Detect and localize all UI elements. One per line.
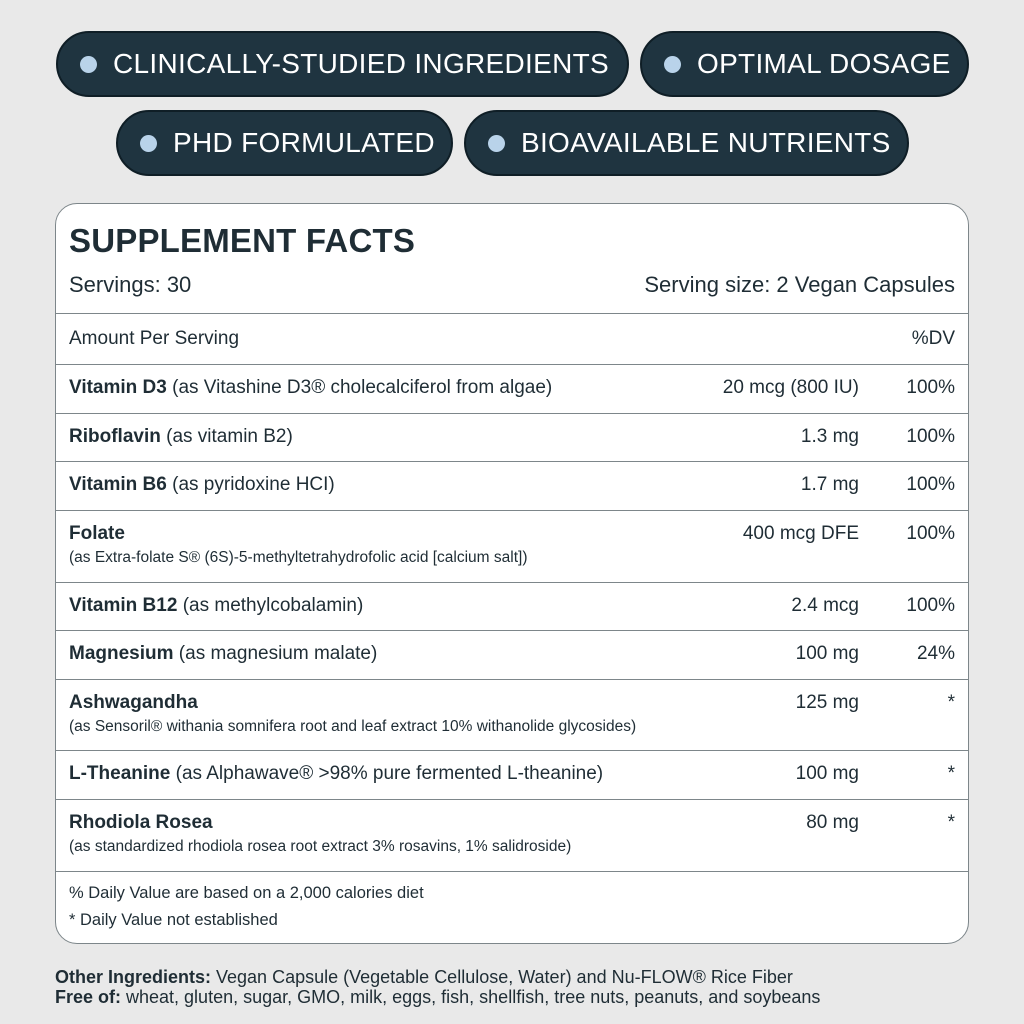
nutrient-name: Ashwagandha bbox=[69, 692, 198, 714]
nutrient-dv: 100% bbox=[906, 377, 955, 398]
dot-icon bbox=[664, 55, 681, 73]
nutrient-name: Vitamin B6 (as pyridoxine HCI) bbox=[69, 474, 335, 496]
servings: Servings: 30 bbox=[69, 272, 192, 297]
nutrient-label: Vitamin B12 bbox=[69, 594, 178, 616]
free-of-label: Free of: bbox=[55, 987, 122, 1007]
nutrient-dv: * bbox=[947, 812, 955, 834]
other-ingredients-label: Other Ingredients: bbox=[55, 967, 212, 987]
nutrient-label: L-Theanine bbox=[69, 763, 171, 785]
table-row: Vitamin B12 (as methylcobalamin) 2.4 mcg 1… bbox=[56, 583, 968, 632]
servings-line: Servings: 30 Serving size: 2 Vegan Capsu… bbox=[69, 272, 955, 298]
nutrient-dv: * bbox=[947, 691, 955, 713]
table-row: Vitamin D3 (as Vitashine D3® cholecalcif… bbox=[56, 365, 968, 414]
nutrient-amount: 80 mg bbox=[806, 812, 859, 834]
nutrient-source: (as vitamin B2) bbox=[160, 425, 293, 447]
facts-table: Amount Per Serving %DV Vitamin D3 (as Vi… bbox=[56, 313, 968, 872]
nutrient-amount: 1.7 mg bbox=[800, 474, 859, 496]
table-header: Amount Per Serving %DV bbox=[56, 314, 968, 365]
nutrient-source: (as magnesium malate) bbox=[173, 643, 378, 665]
nutrient-dv: 100% bbox=[906, 523, 955, 545]
nutrient-label: Folate bbox=[69, 523, 125, 545]
nutrient-source: (as pyridoxine HCI) bbox=[166, 474, 335, 496]
dot-icon bbox=[140, 134, 157, 152]
nutrient-name: L-Theanine (as Alphawave® >98% pure ferm… bbox=[69, 763, 603, 785]
nutrient-amount: 100 mg bbox=[795, 763, 859, 785]
nutrient-dv: 24% bbox=[916, 643, 955, 665]
supplement-facts-panel: SUPPLEMENT FACTS Servings: 30 Serving si… bbox=[55, 203, 969, 944]
nutrient-amount: 20 mcg (800 IU) bbox=[722, 377, 859, 398]
badge-label: BIOAVAILABLE NUTRIENTS bbox=[521, 127, 891, 158]
table-row: Rhodiola Rosea (as standardized rhodiola … bbox=[56, 800, 968, 872]
nutrient-source: (as Sensoril® withania somnifera root an… bbox=[69, 717, 637, 735]
nutrient-source: (as Vitashine D3® cholecalciferol from a… bbox=[166, 377, 553, 398]
nutrient-dv: * bbox=[947, 763, 955, 785]
other-ingredients-text: Vegan Capsule (Vegetable Cellulose, Wate… bbox=[211, 967, 793, 987]
nutrient-name: Riboflavin (as vitamin B2) bbox=[69, 426, 293, 448]
panel-title: SUPPLEMENT FACTS bbox=[69, 222, 416, 259]
table-row: Ashwagandha (as Sensoril® withania somnif… bbox=[56, 680, 968, 752]
table-row: Vitamin B6 (as pyridoxine HCI) 1.7 mg 100% bbox=[56, 462, 968, 512]
nutrient-amount: 2.4 mcg bbox=[791, 594, 859, 616]
header-amount: Amount Per Serving bbox=[69, 328, 240, 349]
dot-icon bbox=[80, 55, 97, 73]
table-row: Folate (as Extra-folate S® (6S)-5-methylt… bbox=[56, 511, 968, 583]
nutrient-amount: 400 mcg DFE bbox=[742, 523, 859, 545]
nutrient-name: Rhodiola Rosea bbox=[69, 812, 213, 834]
nutrient-label: Ashwagandha bbox=[69, 691, 198, 713]
badge-label: CLINICALLY-STUDIED INGREDIENTS bbox=[113, 48, 609, 79]
nutrient-amount: 100 mg bbox=[795, 643, 859, 665]
free-of: Free of: wheat, gluten, sugar, GMO, milk… bbox=[55, 987, 820, 1007]
nutrient-source: (as standardized rhodiola rosea root ext… bbox=[69, 838, 572, 856]
nutrient-source: (as Alphawave® >98% pure fermented L-the… bbox=[170, 763, 604, 785]
table-row: Magnesium (as magnesium malate) 100 mg 24% bbox=[56, 631, 968, 680]
nutrient-dv: 100% bbox=[906, 474, 955, 496]
dot-icon bbox=[488, 134, 505, 152]
badge-bioavailable: BIOAVAILABLE NUTRIENTS bbox=[464, 110, 909, 176]
nutrient-amount: 125 mg bbox=[795, 691, 859, 713]
footnote-daily-value: % Daily Value are based on a 2,000 calor… bbox=[69, 884, 424, 902]
nutrient-dv: 100% bbox=[906, 594, 955, 616]
header-dv: %DV bbox=[911, 328, 955, 349]
badge-label: OPTIMAL DOSAGE bbox=[697, 48, 951, 79]
nutrient-label: Rhodiola Rosea bbox=[69, 812, 213, 834]
badge-label: PHD FORMULATED bbox=[173, 127, 435, 158]
table-row: L-Theanine (as Alphawave® >98% pure ferm… bbox=[56, 751, 968, 801]
nutrient-dv: 100% bbox=[906, 425, 955, 447]
nutrient-label: Magnesium bbox=[69, 643, 174, 665]
nutrient-name: Folate bbox=[69, 523, 125, 545]
badge-optimal-dosage: OPTIMAL DOSAGE bbox=[640, 31, 969, 97]
nutrient-name: Vitamin B12 (as methylcobalamin) bbox=[69, 595, 363, 617]
other-ingredients: Other Ingredients: Vegan Capsule (Vegeta… bbox=[55, 967, 793, 987]
free-of-text: wheat, gluten, sugar, GMO, milk, eggs, f… bbox=[121, 987, 821, 1007]
nutrient-source: (as methylcobalamin) bbox=[177, 594, 364, 616]
table-row: Riboflavin (as vitamin B2) 1.3 mg 100% bbox=[56, 414, 968, 463]
nutrient-source: (as Extra-folate S® (6S)-5-methyltetrahy… bbox=[69, 549, 528, 567]
serving-size: Serving size: 2 Vegan Capsules bbox=[644, 272, 955, 297]
nutrient-label: Riboflavin bbox=[69, 425, 161, 447]
footnote-not-established: * Daily Value not established bbox=[69, 911, 278, 929]
nutrient-label: Vitamin B6 bbox=[69, 474, 167, 496]
nutrient-label: Vitamin D3 bbox=[69, 377, 167, 398]
nutrient-name: Vitamin D3 (as Vitashine D3® cholecalcif… bbox=[69, 377, 552, 399]
badge-phd-formulated: PHD FORMULATED bbox=[116, 110, 453, 176]
nutrient-amount: 1.3 mg bbox=[800, 425, 859, 447]
nutrient-name: Magnesium (as magnesium malate) bbox=[69, 643, 377, 665]
badge-clinically-studied: CLINICALLY-STUDIED INGREDIENTS bbox=[56, 31, 629, 97]
